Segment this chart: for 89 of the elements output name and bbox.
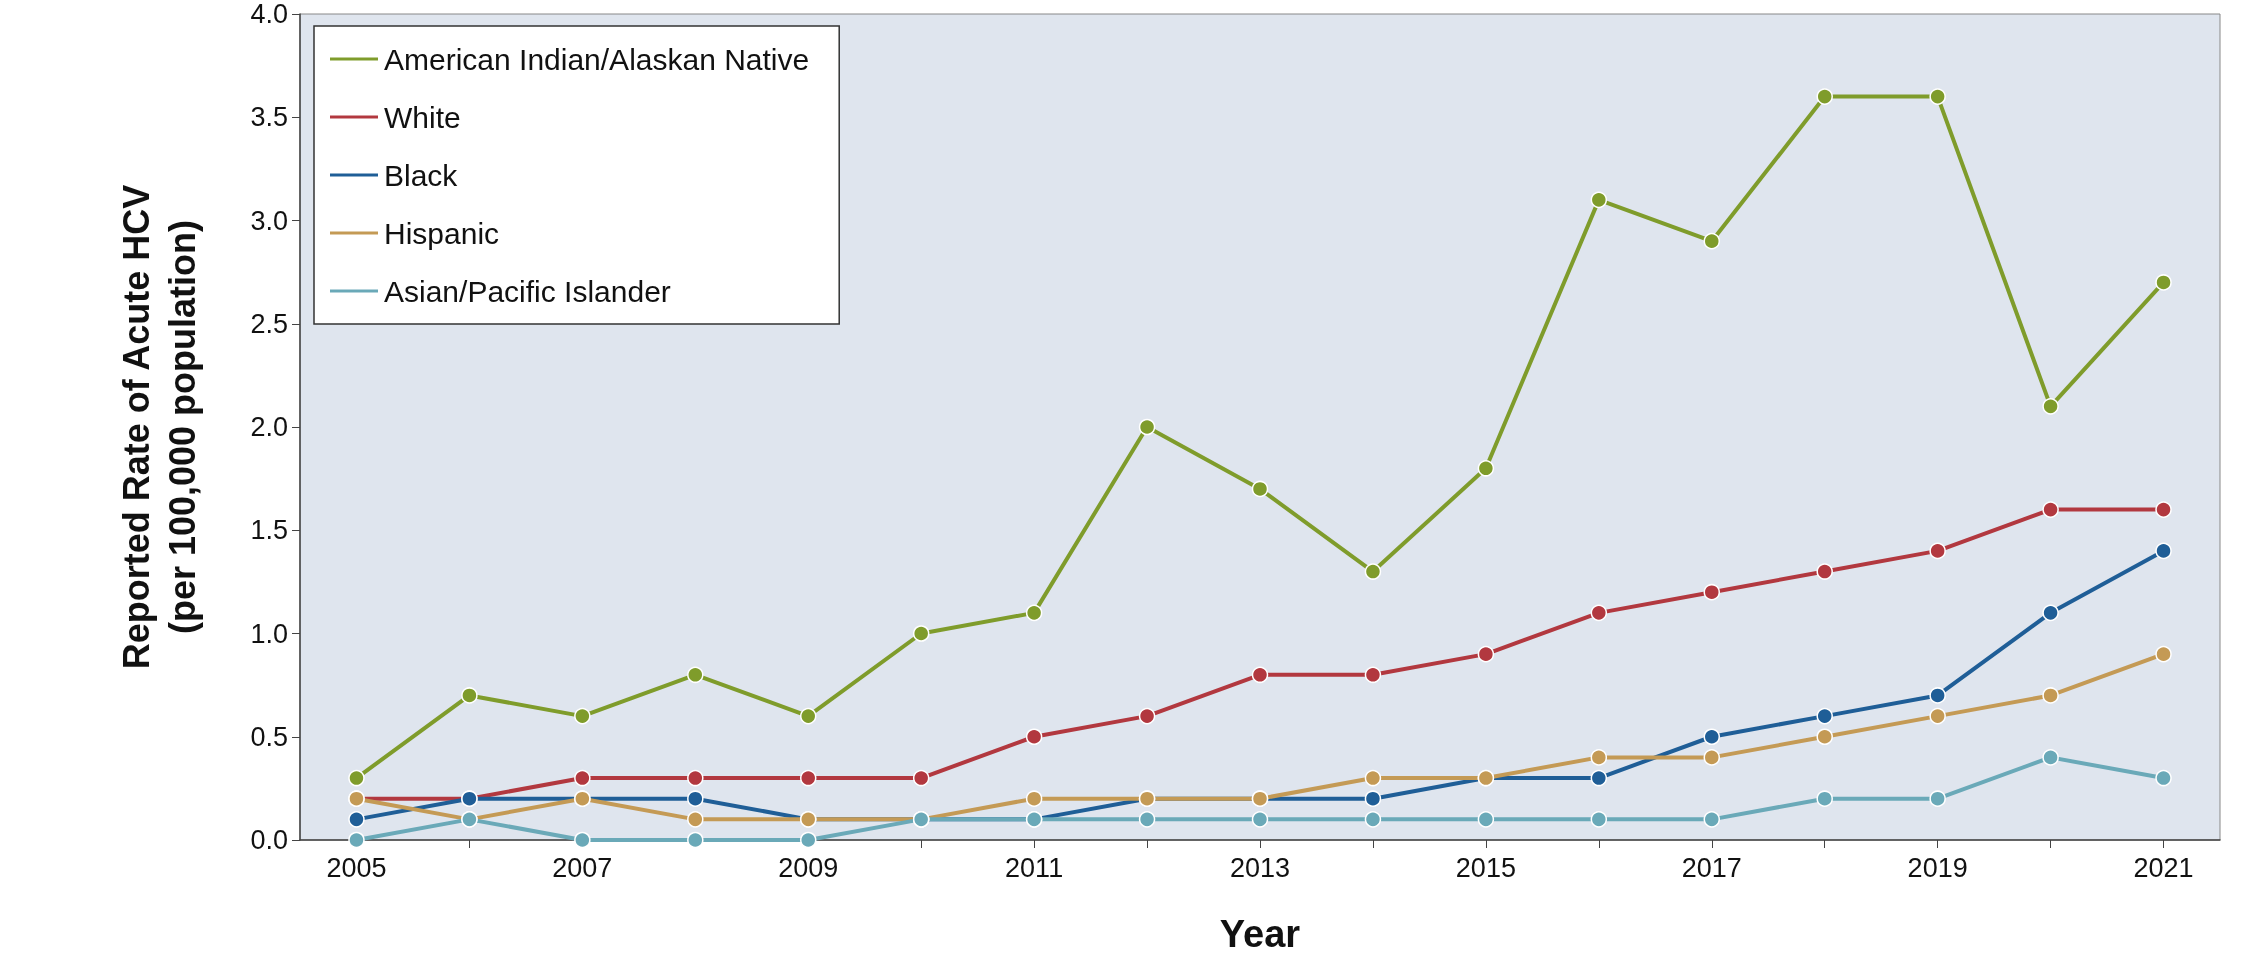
point xyxy=(1703,728,1721,745)
point xyxy=(1590,191,1608,209)
point xyxy=(1364,769,1382,787)
point xyxy=(2155,274,2172,291)
point xyxy=(1816,563,1833,580)
point xyxy=(1816,790,1833,807)
point xyxy=(912,769,930,787)
point xyxy=(800,707,817,725)
point xyxy=(2155,542,2172,560)
point xyxy=(1929,88,1946,105)
x-tick-label: 2021 xyxy=(2133,852,2194,883)
point xyxy=(2155,769,2172,787)
point xyxy=(687,811,704,828)
point xyxy=(800,831,817,849)
point xyxy=(1590,769,1608,787)
point xyxy=(1477,460,1495,477)
point xyxy=(1703,232,1721,250)
point xyxy=(1703,749,1721,766)
y-tick-label: 0.5 xyxy=(250,721,288,752)
point xyxy=(1138,811,1156,828)
point xyxy=(1025,790,1043,807)
point xyxy=(2155,645,2172,663)
point xyxy=(1364,811,1382,828)
point xyxy=(1929,707,1946,725)
point xyxy=(1025,728,1043,745)
point xyxy=(1251,480,1269,498)
point xyxy=(1703,811,1721,828)
point xyxy=(687,831,704,849)
point xyxy=(348,811,365,828)
point xyxy=(2042,501,2059,518)
point xyxy=(2042,604,2059,622)
point xyxy=(574,831,591,849)
legend-label: Black xyxy=(384,158,459,192)
legend-label: American Indian/Alaskan Native xyxy=(384,42,810,76)
point xyxy=(687,769,704,787)
y-tick-label: 2.5 xyxy=(250,308,288,339)
point xyxy=(1138,707,1156,725)
point xyxy=(1364,790,1382,807)
point xyxy=(1816,728,1833,745)
point xyxy=(1364,563,1382,580)
legend-label: Asian/Pacific Islander xyxy=(384,274,671,308)
point xyxy=(574,769,591,787)
x-tick-label: 2011 xyxy=(1005,852,1064,883)
point xyxy=(1025,604,1043,622)
point xyxy=(1816,88,1833,105)
y-tick-label: 4.0 xyxy=(250,0,288,29)
y-tick-label: 1.0 xyxy=(250,618,288,649)
point xyxy=(1590,749,1608,766)
legend-label: White xyxy=(384,100,461,134)
x-tick-label: 2019 xyxy=(1907,852,1968,883)
point xyxy=(687,790,704,807)
point xyxy=(2042,687,2059,704)
point xyxy=(1477,645,1495,663)
x-axis-title: Year xyxy=(1219,913,1301,955)
y-tick-label: 1.5 xyxy=(250,515,288,546)
point xyxy=(912,625,930,642)
point xyxy=(1251,666,1269,684)
x-tick-label: 2013 xyxy=(1229,852,1291,883)
y-tick-label: 0.0 xyxy=(250,825,288,855)
point xyxy=(1816,707,1833,725)
y-tick-label: 3.0 xyxy=(250,205,288,236)
point xyxy=(1929,542,1946,560)
point xyxy=(1364,666,1382,684)
x-tick-label: 2015 xyxy=(1455,852,1516,883)
point xyxy=(348,831,365,849)
x-tick-label: 2005 xyxy=(326,852,387,883)
point xyxy=(1251,811,1269,828)
point xyxy=(348,769,365,787)
point xyxy=(687,666,704,684)
point xyxy=(800,769,817,787)
point xyxy=(574,707,591,725)
legend-label: Hispanic xyxy=(384,216,500,250)
point xyxy=(1477,811,1495,828)
point xyxy=(2042,749,2059,766)
point xyxy=(1929,790,1946,807)
point xyxy=(1703,583,1721,601)
point xyxy=(2042,398,2059,415)
point xyxy=(1929,687,1946,704)
point xyxy=(1590,604,1608,622)
x-tick-label: 2007 xyxy=(552,852,613,883)
point xyxy=(2155,501,2172,518)
point xyxy=(1590,811,1608,828)
y-tick-label: 2.0 xyxy=(250,412,288,442)
point xyxy=(461,687,478,704)
x-tick-label: 2017 xyxy=(1681,852,1742,883)
x-tick-label: 2009 xyxy=(778,852,839,883)
y-axis-title: Reported Rate of Acute HCV (per 100,000 population) xyxy=(115,184,203,670)
y-tick-label: 3.5 xyxy=(250,102,288,133)
point xyxy=(1138,418,1156,436)
